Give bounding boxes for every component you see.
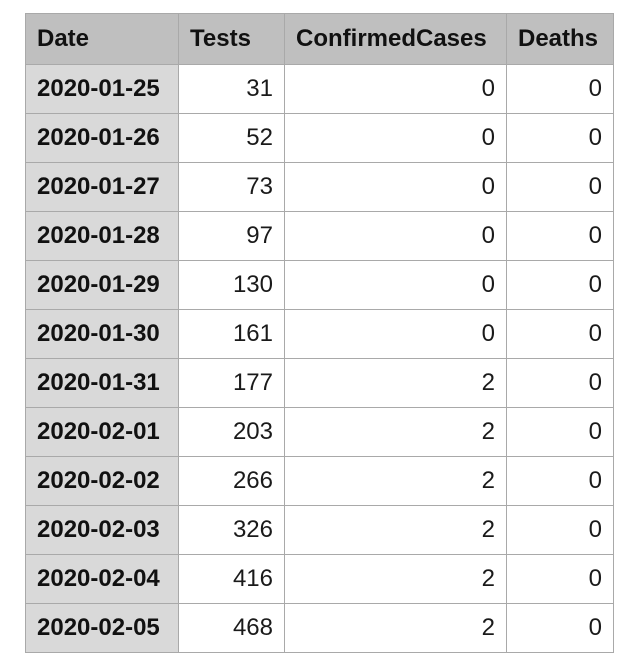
table-row: 2020-02-05 468 2 0: [25, 603, 614, 653]
confirmed-cases-cell[interactable]: 2: [284, 603, 507, 653]
table-row: 2020-01-27 73 0 0: [25, 162, 614, 212]
deaths-cell[interactable]: 0: [506, 554, 614, 604]
table-row: 2020-02-02 266 2 0: [25, 456, 614, 506]
table-row: 2020-01-29 130 0 0: [25, 260, 614, 310]
confirmed-cases-cell[interactable]: 2: [284, 358, 507, 408]
confirmed-cases-cell[interactable]: 0: [284, 113, 507, 163]
deaths-cell[interactable]: 0: [506, 603, 614, 653]
table-row: 2020-01-30 161 0 0: [25, 309, 614, 359]
column-header-date[interactable]: Date: [25, 13, 179, 65]
deaths-cell[interactable]: 0: [506, 211, 614, 261]
tests-cell[interactable]: 52: [178, 113, 285, 163]
confirmed-cases-cell[interactable]: 0: [284, 211, 507, 261]
tests-cell[interactable]: 203: [178, 407, 285, 457]
tests-cell[interactable]: 416: [178, 554, 285, 604]
deaths-cell[interactable]: 0: [506, 260, 614, 310]
table-row: 2020-01-31 177 2 0: [25, 358, 614, 408]
tests-cell[interactable]: 73: [178, 162, 285, 212]
table-row: 2020-01-26 52 0 0: [25, 113, 614, 163]
row-date-cell[interactable]: 2020-01-29: [25, 260, 179, 310]
data-table: Date Tests ConfirmedCases Deaths 2020-01…: [25, 13, 614, 653]
confirmed-cases-cell[interactable]: 0: [284, 309, 507, 359]
tests-cell[interactable]: 161: [178, 309, 285, 359]
tests-cell[interactable]: 468: [178, 603, 285, 653]
tests-cell[interactable]: 177: [178, 358, 285, 408]
column-header-tests[interactable]: Tests: [178, 13, 285, 65]
row-date-cell[interactable]: 2020-02-05: [25, 603, 179, 653]
confirmed-cases-cell[interactable]: 0: [284, 64, 507, 114]
tests-cell[interactable]: 31: [178, 64, 285, 114]
confirmed-cases-cell[interactable]: 2: [284, 456, 507, 506]
deaths-cell[interactable]: 0: [506, 113, 614, 163]
confirmed-cases-cell[interactable]: 2: [284, 554, 507, 604]
table-row: 2020-02-04 416 2 0: [25, 554, 614, 604]
row-date-cell[interactable]: 2020-01-27: [25, 162, 179, 212]
confirmed-cases-cell[interactable]: 0: [284, 260, 507, 310]
table-row: 2020-01-28 97 0 0: [25, 211, 614, 261]
tests-cell[interactable]: 97: [178, 211, 285, 261]
row-date-cell[interactable]: 2020-01-25: [25, 64, 179, 114]
header-row: Date Tests ConfirmedCases Deaths: [25, 13, 614, 65]
deaths-cell[interactable]: 0: [506, 358, 614, 408]
table-row: 2020-02-01 203 2 0: [25, 407, 614, 457]
row-date-cell[interactable]: 2020-01-26: [25, 113, 179, 163]
row-date-cell[interactable]: 2020-02-01: [25, 407, 179, 457]
table-row: 2020-02-03 326 2 0: [25, 505, 614, 555]
deaths-cell[interactable]: 0: [506, 407, 614, 457]
row-date-cell[interactable]: 2020-02-03: [25, 505, 179, 555]
row-date-cell[interactable]: 2020-02-02: [25, 456, 179, 506]
confirmed-cases-cell[interactable]: 2: [284, 407, 507, 457]
confirmed-cases-cell[interactable]: 0: [284, 162, 507, 212]
column-header-confirmed-cases[interactable]: ConfirmedCases: [284, 13, 507, 65]
row-date-cell[interactable]: 2020-02-04: [25, 554, 179, 604]
tests-cell[interactable]: 130: [178, 260, 285, 310]
row-date-cell[interactable]: 2020-01-28: [25, 211, 179, 261]
column-header-deaths[interactable]: Deaths: [506, 13, 614, 65]
table-row: 2020-01-25 31 0 0: [25, 64, 614, 114]
tests-cell[interactable]: 266: [178, 456, 285, 506]
deaths-cell[interactable]: 0: [506, 162, 614, 212]
confirmed-cases-cell[interactable]: 2: [284, 505, 507, 555]
deaths-cell[interactable]: 0: [506, 64, 614, 114]
row-date-cell[interactable]: 2020-01-31: [25, 358, 179, 408]
row-date-cell[interactable]: 2020-01-30: [25, 309, 179, 359]
tests-cell[interactable]: 326: [178, 505, 285, 555]
deaths-cell[interactable]: 0: [506, 456, 614, 506]
deaths-cell[interactable]: 0: [506, 505, 614, 555]
deaths-cell[interactable]: 0: [506, 309, 614, 359]
